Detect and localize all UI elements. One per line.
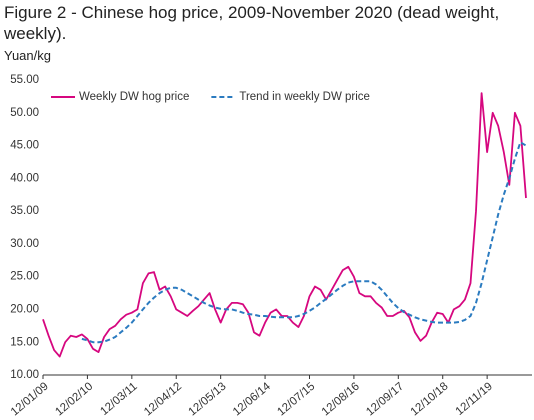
x-tick-label: 12/08/16	[320, 380, 362, 418]
y-tick-label: 50.00	[10, 107, 39, 119]
y-tick-label: 45.00	[10, 140, 39, 152]
series-line	[42, 92, 527, 358]
y-tick-label: 55.00	[10, 74, 39, 86]
y-tick-label: 30.00	[10, 238, 39, 250]
x-tick-label: 12/02/10	[53, 380, 95, 418]
y-axis-label: Yuan/kg	[4, 48, 51, 63]
x-tick-label: 12/11/19	[454, 380, 495, 417]
series-line	[81, 141, 527, 344]
x-tick-label: 12/10/18	[409, 380, 451, 418]
x-tick-label: 12/04/12	[142, 380, 184, 418]
x-tick-label: 12/03/11	[98, 380, 139, 417]
y-tick-label: 40.00	[10, 172, 39, 184]
y-tick-label: 25.00	[10, 271, 39, 283]
x-tick-label: 12/05/13	[187, 380, 229, 418]
x-tick-label: 12/06/14	[231, 380, 273, 418]
x-tick-label: 12/09/17	[364, 380, 406, 418]
y-tick-label: 35.00	[10, 205, 39, 217]
legend-label: Trend in weekly DW price	[239, 91, 370, 103]
y-tick-label: 15.00	[10, 336, 39, 348]
x-tick-label: 12/07/15	[275, 380, 317, 418]
chart-title: Figure 2 - Chinese hog price, 2009-Novem…	[4, 3, 500, 43]
x-tick-label: 12/01/09	[9, 380, 51, 418]
y-tick-label: 10.00	[10, 369, 39, 381]
legend-label: Weekly DW hog price	[79, 91, 189, 103]
y-tick-label: 20.00	[10, 303, 39, 315]
